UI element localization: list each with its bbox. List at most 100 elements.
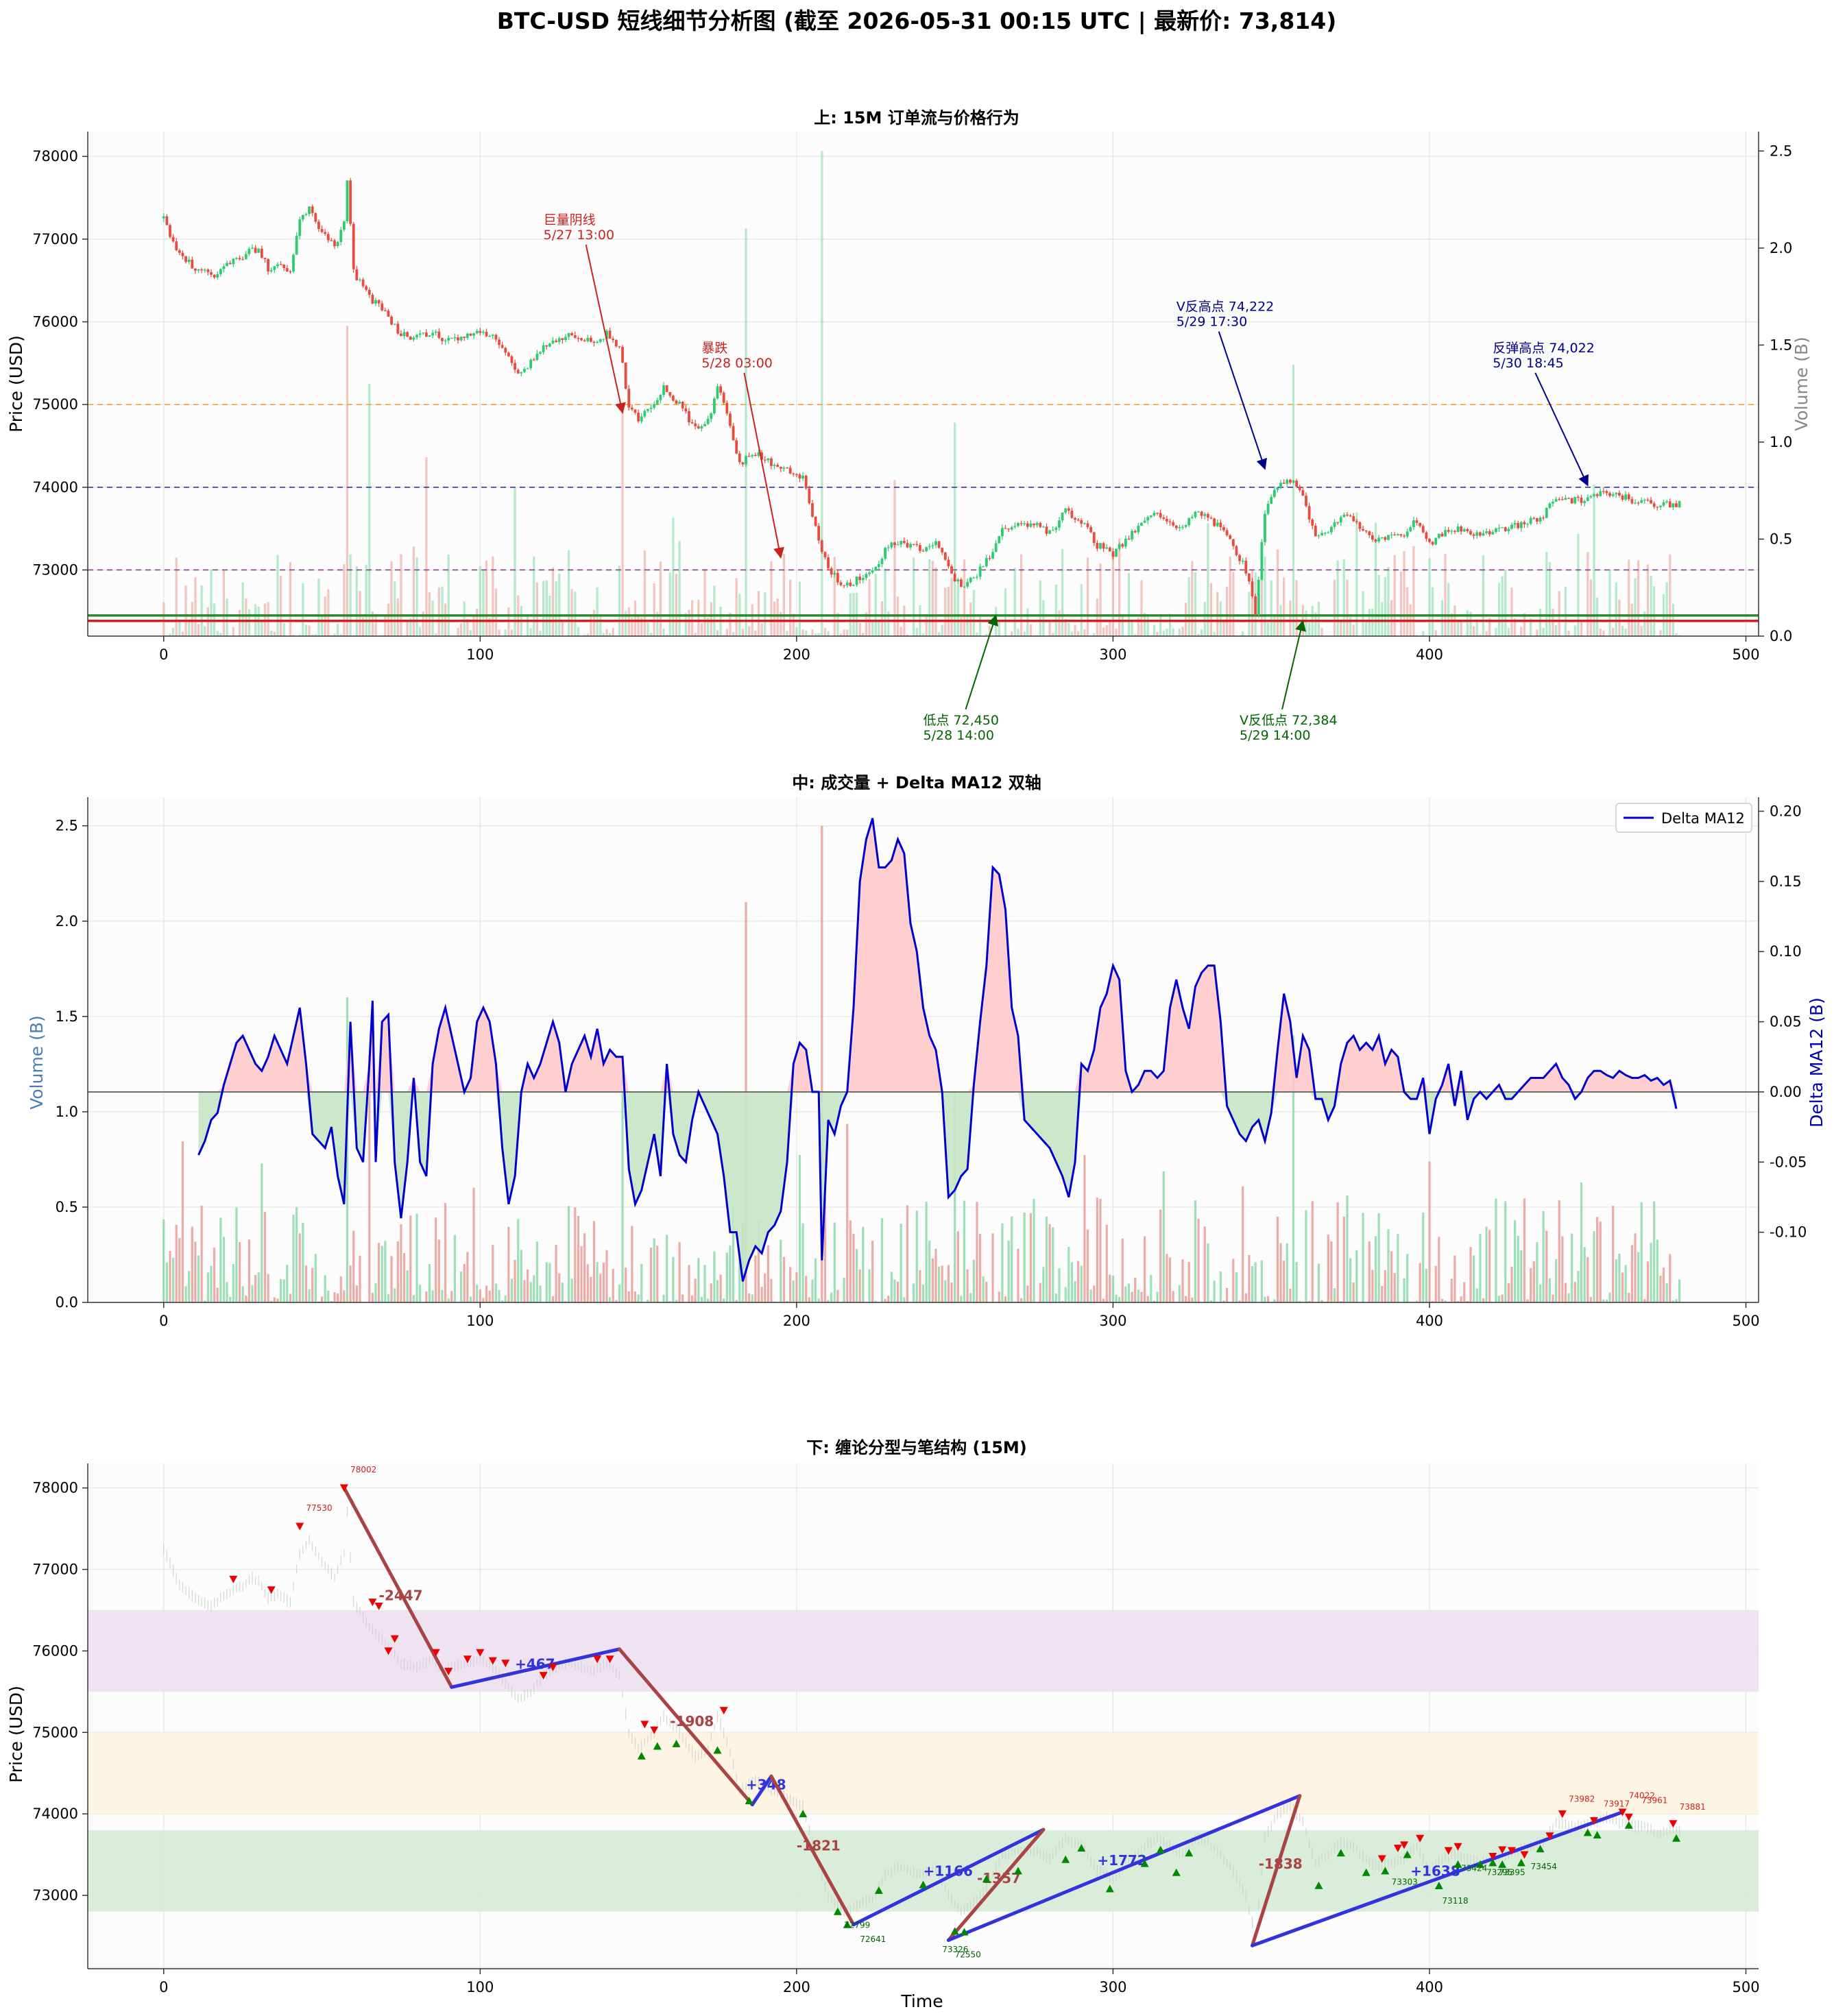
volume-bar xyxy=(1140,580,1143,636)
top-fractal-marker xyxy=(1416,1834,1425,1843)
volume-bar xyxy=(1406,587,1409,636)
volume-bar xyxy=(482,1298,485,1302)
candle-body xyxy=(308,206,311,215)
candle-body xyxy=(608,330,612,339)
volume-bar xyxy=(1191,561,1194,636)
volume-bar xyxy=(1573,625,1576,636)
candle-body xyxy=(453,337,457,339)
annotation-text: 反弹高点 74,022 xyxy=(1493,341,1595,356)
candle-body xyxy=(1172,522,1175,526)
candle-body xyxy=(998,536,1001,544)
candle-body xyxy=(1153,512,1156,516)
volume-bar xyxy=(1283,577,1286,636)
volume-bar xyxy=(447,555,450,636)
volume-bar xyxy=(463,601,466,636)
volume-bar xyxy=(241,582,244,636)
volume-bar xyxy=(561,620,564,636)
volume-bar xyxy=(365,564,367,636)
volume-bar xyxy=(539,1285,542,1302)
volume-bar xyxy=(498,1289,500,1302)
candle-body xyxy=(943,552,947,560)
volume-bar xyxy=(1602,1299,1605,1302)
volume-bar xyxy=(1029,624,1033,636)
candle-body xyxy=(570,332,574,336)
volume-bar xyxy=(1507,628,1510,636)
volume-bar xyxy=(694,633,697,636)
candle-body xyxy=(1124,538,1127,547)
candle-body xyxy=(706,419,710,424)
candle-body xyxy=(1264,513,1266,542)
volume-bar xyxy=(944,587,947,636)
candle-body xyxy=(1472,534,1475,536)
volume-bar xyxy=(1415,1300,1419,1302)
volume-bar xyxy=(1432,1301,1434,1302)
candle-body xyxy=(1425,532,1428,539)
candle-body xyxy=(169,225,171,237)
volume-bar xyxy=(330,1300,333,1302)
volume-bar xyxy=(1564,587,1567,636)
candle-body xyxy=(1181,526,1184,528)
candle-body xyxy=(1539,518,1542,522)
volume-bar xyxy=(1320,1300,1323,1302)
fractal-price-label: 73961 xyxy=(1641,1796,1667,1806)
top-fractal-marker xyxy=(1444,1847,1453,1855)
candle-body xyxy=(1678,501,1681,507)
panel2-title: 中: 成交量 + Delta MA12 双轴 xyxy=(792,773,1041,792)
candle-body xyxy=(776,465,780,467)
candle-body xyxy=(1320,533,1323,536)
candle-body xyxy=(406,332,409,337)
volume-bar xyxy=(681,635,684,636)
bi-segment xyxy=(946,1794,1302,1942)
volume-bar xyxy=(757,591,760,636)
volume-bar xyxy=(716,1280,719,1302)
volume-bar xyxy=(729,1245,732,1302)
candle-body xyxy=(700,426,703,429)
candle-body xyxy=(966,582,969,587)
top-fractal-marker xyxy=(1507,1847,1516,1855)
volume-bar xyxy=(865,612,868,636)
volume-bar xyxy=(1213,631,1216,636)
volume-bar xyxy=(1168,1257,1172,1302)
candle-body xyxy=(1244,560,1248,574)
fractal-price-label: 73303 xyxy=(1392,1878,1418,1887)
volume-bar xyxy=(760,623,763,636)
candle-body xyxy=(1096,543,1099,549)
top-fractal-marker xyxy=(548,1664,557,1672)
volume-bar xyxy=(1653,586,1656,636)
candle-body xyxy=(1041,526,1045,528)
volume-bar xyxy=(1260,1260,1263,1302)
volume-bar xyxy=(884,1298,886,1302)
candle-body xyxy=(1558,499,1561,500)
volume-bar xyxy=(1209,1300,1213,1302)
top-fractal-marker xyxy=(1488,1852,1497,1860)
volume-bar xyxy=(621,403,624,636)
volume-bar xyxy=(1011,1216,1013,1302)
volume-bar xyxy=(1048,1224,1051,1302)
volume-bar xyxy=(1146,616,1149,636)
candle-body xyxy=(839,582,843,585)
candle-body xyxy=(282,264,286,268)
volume-bar xyxy=(836,1289,839,1302)
volume-bar xyxy=(1548,562,1551,636)
volume-bar xyxy=(570,589,573,636)
candle-body xyxy=(934,541,937,546)
candle-body xyxy=(311,206,314,213)
candle-body xyxy=(823,552,827,557)
volume-bar xyxy=(1225,1287,1229,1302)
annotation-arrow xyxy=(965,614,998,710)
volume-bar xyxy=(817,633,820,636)
candle-body xyxy=(1336,522,1340,523)
volume-bar xyxy=(950,1283,953,1302)
candle-body xyxy=(228,263,232,265)
bottom-fractal-marker xyxy=(1156,1845,1165,1854)
volume-bar xyxy=(1077,1261,1080,1302)
volume-bar xyxy=(928,559,931,636)
candle-body xyxy=(858,576,862,581)
volume-bar xyxy=(1561,1236,1564,1302)
volume-bar xyxy=(1510,587,1513,636)
candle-body xyxy=(1200,511,1203,516)
candle-body xyxy=(634,409,637,413)
volume-bar xyxy=(1052,633,1054,636)
volume-bar xyxy=(1403,1278,1405,1302)
candle-body xyxy=(463,337,466,339)
